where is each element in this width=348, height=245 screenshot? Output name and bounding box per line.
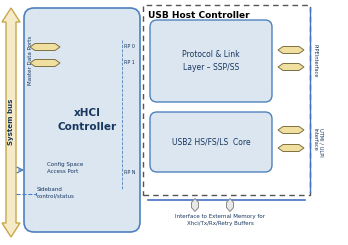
FancyBboxPatch shape xyxy=(24,8,140,232)
Text: Protocol & Link
Layer – SSP/SS: Protocol & Link Layer – SSP/SS xyxy=(182,50,240,72)
Text: System bus: System bus xyxy=(8,99,14,145)
Text: Interface to External Memory for
Xhci/Tx/Rx/Retry Buffers: Interface to External Memory for Xhci/Tx… xyxy=(175,214,265,226)
FancyBboxPatch shape xyxy=(150,112,272,172)
Text: Master Data Ports: Master Data Ports xyxy=(29,35,33,85)
Polygon shape xyxy=(2,8,20,237)
FancyBboxPatch shape xyxy=(150,20,272,102)
Text: UTMI / ULPI
Interface: UTMI / ULPI Interface xyxy=(313,128,324,156)
Text: USB Host Controller: USB Host Controller xyxy=(148,12,250,21)
Polygon shape xyxy=(191,198,198,211)
Text: xHCI
Controller: xHCI Controller xyxy=(57,108,117,132)
Text: RP N: RP N xyxy=(124,171,135,175)
Polygon shape xyxy=(278,63,304,71)
Text: RP 1: RP 1 xyxy=(124,61,135,65)
Text: Sideband
control/status: Sideband control/status xyxy=(37,187,75,199)
Polygon shape xyxy=(278,126,304,134)
Polygon shape xyxy=(30,44,60,50)
Text: PIPEInterface: PIPEInterface xyxy=(313,44,318,78)
Text: USB2 HS/FS/LS  Core: USB2 HS/FS/LS Core xyxy=(172,137,250,147)
Polygon shape xyxy=(227,198,234,211)
Bar xyxy=(143,5,310,195)
Text: RP 0: RP 0 xyxy=(124,45,135,49)
Text: Config Space
Access Port: Config Space Access Port xyxy=(47,162,83,174)
Polygon shape xyxy=(278,145,304,151)
Polygon shape xyxy=(30,60,60,66)
Polygon shape xyxy=(278,47,304,53)
